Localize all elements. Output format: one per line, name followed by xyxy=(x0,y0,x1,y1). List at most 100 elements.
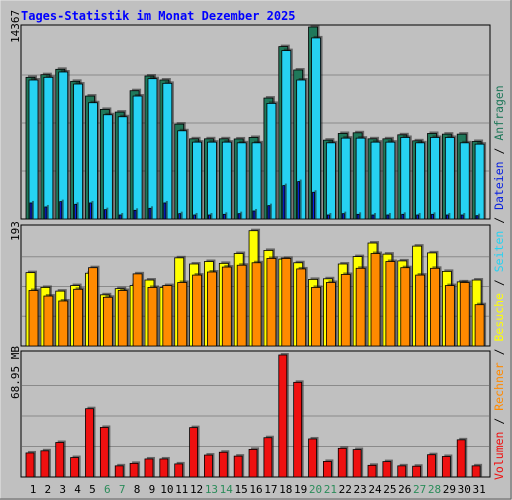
bar-seiten-day-21-shadow xyxy=(329,212,332,219)
bar-seiten-day-28-shadow xyxy=(433,212,436,219)
bar-seiten-day-27 xyxy=(416,214,420,220)
bar-dateien-day-17 xyxy=(266,103,277,220)
bar-seiten-day-25-shadow xyxy=(388,212,391,219)
bar-dateien-day-3 xyxy=(58,71,69,220)
bar-seiten-day-5-shadow xyxy=(91,200,94,219)
bar-rechner-day-20 xyxy=(311,287,321,347)
bar-volumen-day-28 xyxy=(427,454,436,478)
bar-seiten-day-17 xyxy=(267,205,271,220)
bar-volumen-day-2 xyxy=(40,450,50,478)
bar-rechner-day-30 xyxy=(459,282,470,347)
bar-rechner-day-19 xyxy=(296,268,307,347)
x-tick-label-day-13: 13 xyxy=(205,483,218,496)
bar-dateien-day-15 xyxy=(236,142,247,220)
bars xyxy=(25,25,487,478)
bar-rechner-day-2 xyxy=(43,295,54,347)
x-tick-label-day-21: 21 xyxy=(324,483,337,496)
bar-seiten-day-6-shadow xyxy=(106,207,109,219)
bar-volumen-day-29 xyxy=(441,456,451,478)
bar-rechner-day-23 xyxy=(355,267,366,347)
bar-volumen-day-30 xyxy=(456,439,466,478)
bar-seiten-day-3-shadow xyxy=(61,199,64,219)
bar-seiten-day-30 xyxy=(460,214,464,220)
x-tick-label-day-18: 18 xyxy=(279,483,292,496)
bar-seiten-day-27-shadow xyxy=(418,212,421,219)
bar-volumen-day-11 xyxy=(174,463,184,478)
bar-seiten-day-20-shadow xyxy=(314,190,317,219)
bar-seiten-day-6 xyxy=(103,209,107,220)
bar-rechner-day-5 xyxy=(88,267,98,347)
bar-rechner-day-17 xyxy=(266,258,277,347)
bar-seiten-day-12 xyxy=(193,214,196,220)
legend-sep-1: / xyxy=(492,411,506,432)
bar-seiten-day-10-shadow xyxy=(165,200,168,219)
chart-title: Tages-Statistik im Monat Dezember 2025 xyxy=(21,9,296,23)
bar-seiten-day-4 xyxy=(74,203,78,220)
legend-anfragen: Anfragen xyxy=(492,85,506,140)
bar-seiten-day-24-shadow xyxy=(374,212,377,219)
bar-dateien-day-4 xyxy=(73,83,84,220)
x-tick-label-day-6: 6 xyxy=(104,483,111,496)
bar-dateien-day-14 xyxy=(221,141,232,220)
bar-seiten-day-22-shadow xyxy=(344,211,347,219)
bar-dateien-day-12 xyxy=(192,141,202,220)
bar-dateien-day-10 xyxy=(162,82,173,220)
bar-rechner-day-6 xyxy=(102,296,113,347)
bar-dateien-day-27 xyxy=(415,142,426,220)
x-tick-label-day-14: 14 xyxy=(220,483,234,496)
bar-volumen-day-17 xyxy=(263,437,273,478)
bar-volumen-day-10 xyxy=(159,458,169,478)
legend-besuche: Besuche xyxy=(492,293,506,342)
x-tick-label-day-1: 1 xyxy=(30,483,37,496)
bar-rechner-day-1 xyxy=(28,290,39,347)
x-tick-label-day-5: 5 xyxy=(89,483,96,496)
bar-seiten-day-9-shadow xyxy=(150,206,153,219)
x-tick-label-day-4: 4 xyxy=(74,483,81,496)
bar-seiten-day-7-shadow xyxy=(121,212,124,219)
bar-rechner-day-18 xyxy=(281,258,292,347)
bar-volumen-day-9 xyxy=(144,458,154,478)
bar-seiten-day-7 xyxy=(118,214,122,220)
x-tick-label-day-22: 22 xyxy=(339,483,352,496)
x-axis-day-labels: 1 2 3 4 5 6 7 8 9 10 11 12 13 14 15 16 17 18 19 20 21 22 23 24 2… xyxy=(30,483,486,496)
bar-seiten-day-13-shadow xyxy=(210,212,213,219)
bar-volumen-day-27 xyxy=(412,465,422,478)
bar-rechner-day-26 xyxy=(400,267,411,347)
x-tick-label-day-24: 24 xyxy=(368,483,382,496)
bar-volumen-day-23 xyxy=(352,449,362,478)
x-tick-label-day-10: 10 xyxy=(160,483,173,496)
legend-volumen: Volumen xyxy=(492,432,506,480)
x-tick-label-day-26: 26 xyxy=(398,483,411,496)
bar-volumen-day-13 xyxy=(204,454,213,478)
bar-seiten-day-14-shadow xyxy=(225,212,228,219)
legend-dateien: Dateien xyxy=(492,161,506,209)
visits-ymax-label: 193 xyxy=(9,221,22,241)
bar-seiten-day-16 xyxy=(252,210,256,220)
bar-seiten-day-14 xyxy=(222,213,226,220)
bar-volumen-day-14 xyxy=(218,451,228,478)
legend-sep-4: / xyxy=(492,210,506,231)
bar-dateien-day-28 xyxy=(430,137,440,220)
bar-dateien-day-23 xyxy=(355,137,366,220)
bar-volumen-day-12 xyxy=(189,427,198,478)
bar-dateien-day-21 xyxy=(325,142,336,220)
bar-seiten-day-15 xyxy=(237,213,241,220)
bar-volumen-day-5 xyxy=(85,408,94,478)
bar-seiten-day-15-shadow xyxy=(240,211,243,219)
bar-dateien-day-2 xyxy=(43,76,54,220)
bar-dateien-day-24 xyxy=(370,141,381,220)
bar-seiten-day-11 xyxy=(178,213,182,220)
bar-dateien-day-16 xyxy=(251,142,262,220)
volume-ymax-label: 68.95 MB xyxy=(9,346,22,399)
x-tick-label-day-30: 30 xyxy=(458,483,471,496)
bar-seiten-day-24 xyxy=(371,214,375,220)
x-tick-label-day-12: 12 xyxy=(190,483,203,496)
x-tick-label-day-9: 9 xyxy=(149,483,156,496)
bar-volumen-day-15 xyxy=(233,455,243,478)
bar-rechner-day-22 xyxy=(340,274,351,347)
bar-seiten-day-19-shadow xyxy=(299,179,302,219)
bar-rechner-day-14 xyxy=(221,266,232,347)
bar-seiten-day-5 xyxy=(89,202,92,220)
bar-dateien-day-26 xyxy=(400,137,411,220)
side-legend: Volumen / Rechner / Besuche / Seiten / D… xyxy=(492,85,506,480)
